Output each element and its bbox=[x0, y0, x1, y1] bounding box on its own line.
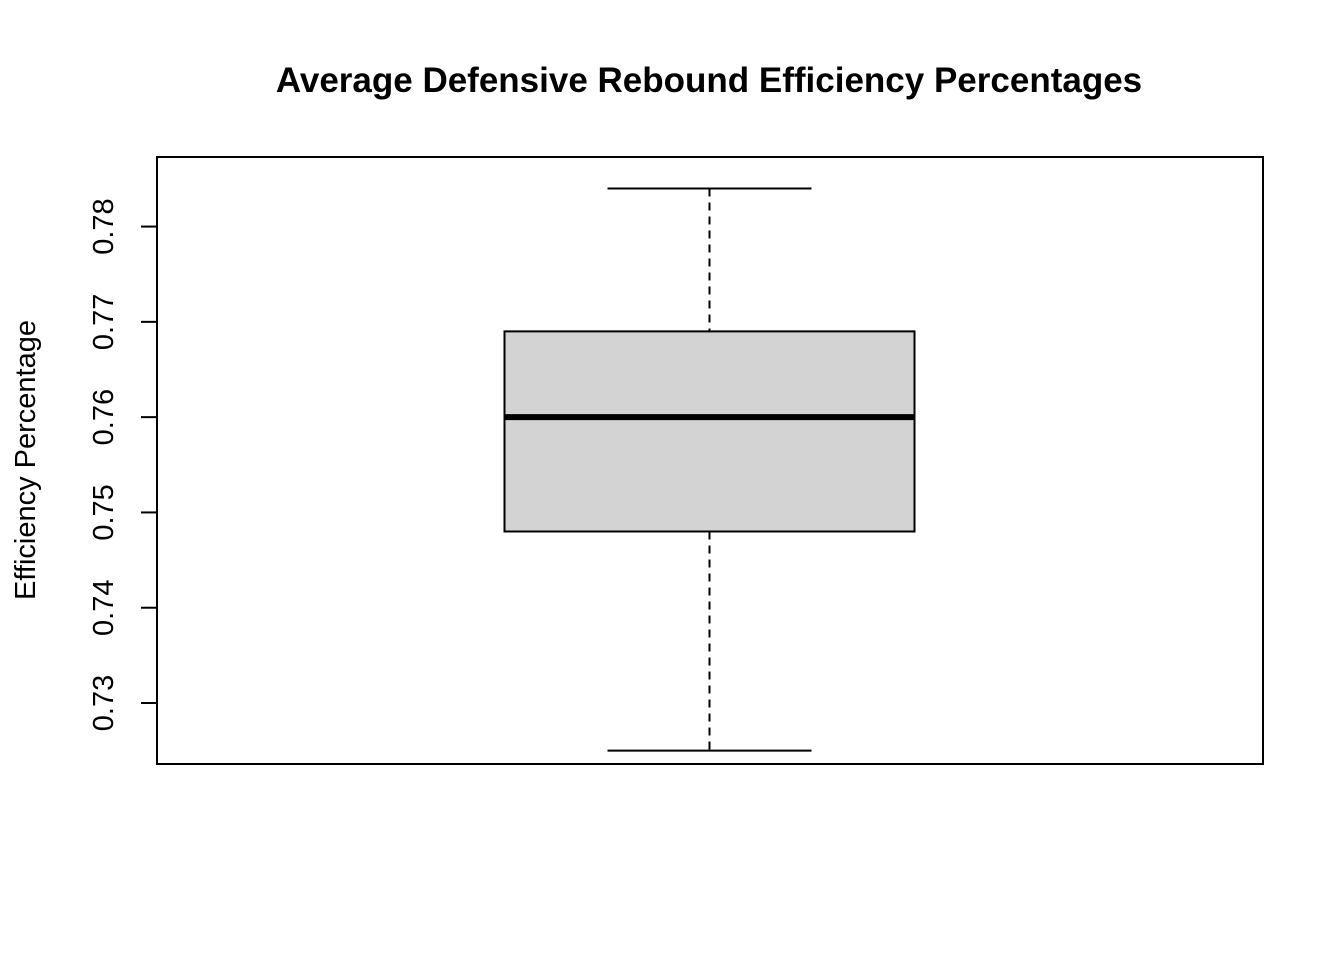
y-tick-label: 0.77 bbox=[88, 294, 120, 350]
y-tick-label: 0.76 bbox=[88, 389, 120, 445]
y-tick-label: 0.73 bbox=[88, 675, 120, 731]
chart-title: Average Defensive Rebound Efficiency Per… bbox=[276, 61, 1142, 100]
y-axis: 0.73 0.74 0.75 0.76 0.77 0.78 bbox=[88, 198, 158, 731]
iqr-box bbox=[503, 330, 916, 533]
y-axis-label: Efficiency Percentage bbox=[10, 320, 42, 600]
y-tick-label: 0.75 bbox=[88, 484, 120, 540]
y-tick-label: 0.74 bbox=[88, 579, 120, 635]
box-plot bbox=[503, 187, 916, 752]
y-tick-label: 0.78 bbox=[88, 198, 120, 254]
